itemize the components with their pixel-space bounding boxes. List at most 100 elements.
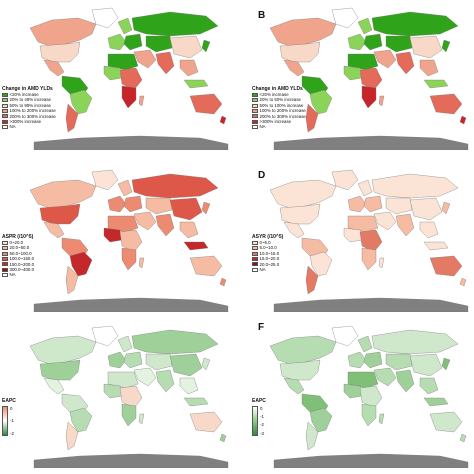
legend-swatch [252,92,258,97]
legend-label: >300% increase [259,119,292,125]
country-west-africa [103,227,123,243]
country-europe-east [363,195,383,213]
country-mexico-central [283,59,305,77]
legend-item: 20.0~50.0 [2,245,34,250]
map-panel-a [0,0,234,150]
country-greenland [91,169,119,191]
legend-item: 100% to 200% increase [2,108,56,113]
legend-item: NA [2,124,56,129]
gradient-bar [2,406,8,436]
legend-title: ASYR (/10^5) [252,234,284,240]
legend-tick-label: 0 [10,406,13,411]
legend-label: 0~5.0 [259,240,271,245]
country-russia [371,11,459,37]
country-madagascar [138,257,145,269]
legend-swatch [2,114,8,119]
country-southern-africa [361,85,377,109]
country-usa [279,41,321,63]
country-southern-africa [121,85,137,109]
country-south-asia [395,51,415,75]
country-middle-east [373,367,397,387]
country-central-africa [119,385,143,409]
legend-swatch [2,92,8,97]
country-brazil [69,251,93,277]
legend-label: 20.0~25.0 [259,261,280,267]
legend-title: EAPC [2,398,16,404]
legend-item: <20% increase [252,92,306,97]
country-central-africa [359,229,383,253]
country-south-america-south [65,421,79,451]
legend-label: 5.0~10.0 [259,245,277,251]
legend-item: 200% to 300% increase [2,114,56,119]
country-north-africa [347,53,379,71]
country-russia [371,329,459,355]
map-panel-c [0,162,234,312]
country-scandinavia [357,179,373,197]
legend-swatch [2,256,8,261]
country-russia [131,11,219,37]
legend-swatch [252,125,258,130]
country-china [169,353,203,377]
legend-label: 20.0~50.0 [9,245,30,251]
panel-letter-b: B [258,10,266,21]
country-central-asia [145,35,173,53]
world-map [269,325,469,468]
legend-swatch [2,119,8,124]
legend-tick-label: -2 [260,422,264,428]
country-south-america-south [305,265,319,295]
legend-label: 300.0~400.0 [9,267,35,273]
country-antarctica [273,135,469,150]
legend-item: >300% increase [2,119,56,124]
legend-item: 50% to 100% increase [252,103,306,108]
country-brazil [309,251,333,277]
country-new-zealand [219,115,227,125]
country-canada [29,335,97,365]
country-scandinavia [117,335,133,353]
country-southeast-asia [179,377,199,395]
country-southeast-asia [419,377,439,395]
country-china [169,197,203,221]
country-west-africa [103,65,123,81]
legend-title: EAPC [252,398,266,404]
legend-item: 5.0~10.0 [252,245,283,250]
country-west-africa [103,383,123,399]
country-canada [269,179,337,209]
country-north-africa [347,371,379,389]
country-scandinavia [117,179,133,197]
country-japan [201,39,211,53]
country-china [409,35,443,59]
country-middle-east [133,211,157,231]
country-southeast-asia [419,59,439,77]
legend-label: 200% to 300% increase [259,113,306,119]
legend-label: 100% to 200% increase [9,108,56,114]
legend-swatch [2,125,8,130]
country-japan [441,357,451,371]
country-south-asia [395,369,415,393]
legend-item: >300% increase [252,119,306,124]
country-south-asia [155,369,175,393]
country-mexico-central [43,221,65,239]
country-middle-east [133,49,157,69]
legend-title: Change in AMD YLDs [252,86,303,92]
country-greenland [91,7,119,29]
country-europe-west [107,351,127,369]
country-australia [429,411,463,433]
country-indonesia [183,241,209,251]
country-madagascar [378,95,385,107]
legend-swatch [2,103,8,108]
country-central-africa [119,67,143,91]
country-china [409,197,443,221]
country-canada [269,17,337,47]
legend-tick-label: 0 [260,406,263,411]
legend-label: 150.0~200.0 [9,261,35,267]
legend-swatch [2,246,8,251]
map-panel-e [0,318,234,468]
country-europe-west [107,33,127,51]
legend-item: NA [252,124,306,129]
legend-label: 100% to 200% increase [259,108,306,114]
country-usa [279,359,321,381]
country-central-asia [385,35,413,53]
country-antarctica [33,297,229,312]
legend-swatch [252,119,258,124]
country-west-africa [343,227,363,243]
